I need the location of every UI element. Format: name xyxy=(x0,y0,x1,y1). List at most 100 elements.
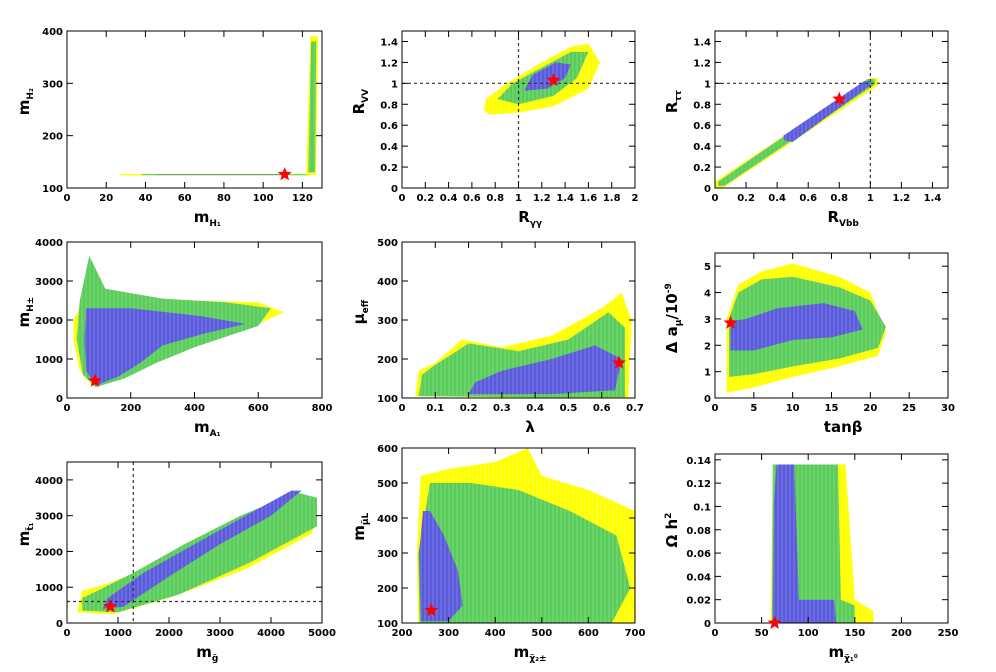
x-tick-label: 1.8 xyxy=(603,193,621,204)
region-blue xyxy=(102,490,302,609)
y-tick-label: 400 xyxy=(42,27,63,38)
x-tick-label: 0 xyxy=(64,193,71,204)
y-tick-label: 0.6 xyxy=(693,121,711,132)
x-tick-label: 80 xyxy=(217,193,231,204)
x-tick-label: 100 xyxy=(253,193,274,204)
panel-p4: 0 200 400 600 800 0 1000 2000 3000 4000 mA₁ mH± xyxy=(15,238,332,439)
y-tick-label: 200 xyxy=(377,355,398,366)
y-tick-label: 2000 xyxy=(35,547,63,558)
y-axis-subscript: H± xyxy=(26,297,36,312)
x-tick-label: 20 xyxy=(863,403,877,414)
plot-area xyxy=(404,242,634,398)
x-axis-subscript: χ̃₁⁰ xyxy=(844,653,858,664)
x-tick-label: 1.4 xyxy=(924,193,942,204)
panel-p9: 0 50 100 150 200 250 0 0.02 0.04 0.06 0.08 0.1 0.12 0… xyxy=(663,453,959,664)
y-tick-label: 100 xyxy=(377,619,398,630)
plot-frame xyxy=(66,30,323,189)
y-tick-label: 2 xyxy=(704,341,711,352)
y-tick-label: 1.2 xyxy=(693,58,711,69)
x-tick-label: 1.6 xyxy=(580,193,598,204)
y-tick-label: 0.02 xyxy=(686,596,711,607)
x-tick-label: 0 xyxy=(64,403,71,414)
y-tick-label: 0.8 xyxy=(380,100,398,111)
y-tick-label: 4 xyxy=(704,289,711,300)
plot-area xyxy=(404,31,634,188)
x-tick-label: 40 xyxy=(139,193,153,204)
y-axis-label: mt̃₁ xyxy=(15,522,36,546)
x-tick-label: 25 xyxy=(902,403,916,414)
x-tick-label: 0.2 xyxy=(460,403,478,414)
y-axis-superscript: 2 xyxy=(664,513,674,519)
y-tick-label: 200 xyxy=(42,132,63,143)
panel-p3: 0 0.2 0.4 0.6 0.8 1 1.2 1.4 0 0.2 0.4 0.6 0.8 1 1.2 1.4… xyxy=(663,30,949,229)
y-tick-label: 3000 xyxy=(35,277,63,288)
plot-area xyxy=(69,462,319,623)
x-tick-label: 0.4 xyxy=(440,193,458,204)
y-tick-label: 300 xyxy=(377,549,398,560)
y-tick-label: 0.14 xyxy=(686,456,711,467)
y-tick-label: 500 xyxy=(377,479,398,490)
y-axis-label: Δ aμ/10-9 xyxy=(663,283,684,353)
x-axis-subscript: χ̃₂± xyxy=(529,653,546,664)
x-axis-subscript: g̃ xyxy=(212,653,218,664)
x-tick-label: 0.6 xyxy=(463,193,481,204)
x-tick-label: 0.2 xyxy=(416,193,434,204)
y-axis-label: μeff xyxy=(350,299,371,324)
y-axis-subscript: t̃₁ xyxy=(24,522,36,530)
y-axis-label: mH± xyxy=(15,297,36,328)
region-blue xyxy=(84,308,246,386)
x-axis-label: mg̃ xyxy=(196,643,218,664)
x-tick-label: 5 xyxy=(750,403,757,414)
panel-p7: 0 1000 2000 3000 4000 5000 0 1000 2000 3000 4000 mg… xyxy=(15,461,336,664)
x-tick-label: 0 xyxy=(712,193,719,204)
best-point-star xyxy=(832,91,847,106)
x-tick-label: 0.8 xyxy=(830,193,848,204)
x-tick-label: 0 xyxy=(64,628,71,639)
x-axis-label: mχ̃₂± xyxy=(514,643,547,664)
panel-p1: 0 20 40 60 80 100 120 100 200 300 400 mH₁ mH₂ xyxy=(15,27,323,229)
x-tick-label: 150 xyxy=(844,628,865,639)
y-tick-label: 0.1 xyxy=(693,502,711,513)
x-tick-label: 0.4 xyxy=(526,403,544,414)
x-tick-label: 2000 xyxy=(155,628,183,639)
y-tick-label: 1.4 xyxy=(693,37,711,48)
y-axis-suffix: /10 xyxy=(663,293,681,319)
panel-p2: 0 0.2 0.4 0.6 0.8 1 1.2 1.4 1.6 1.8 2 0 0.2 0.4 0.6 0.8… xyxy=(350,30,639,229)
y-axis-label: mH₂ xyxy=(15,88,36,115)
y-tick-label: 300 xyxy=(42,79,63,90)
x-tick-label: 0.5 xyxy=(560,403,578,414)
x-tick-label: 600 xyxy=(578,628,599,639)
best-point-star xyxy=(611,355,626,369)
x-tick-label: 0.2 xyxy=(737,193,755,204)
y-tick-label: 4000 xyxy=(35,476,63,487)
panel-p6: 0 5 10 15 20 25 30 0 1 2 3 4 5 tanβ Δ aμ/10-9 xyxy=(663,252,955,436)
x-tick-label: 10 xyxy=(786,403,800,414)
x-tick-label: 0.7 xyxy=(626,403,644,414)
y-tick-label: 0.2 xyxy=(693,163,711,174)
x-tick-label: 250 xyxy=(938,628,959,639)
y-tick-label: 0.08 xyxy=(686,526,711,537)
y-tick-label: 1.4 xyxy=(380,37,398,48)
region-blue xyxy=(783,81,871,142)
y-axis-superscript: -9 xyxy=(664,283,674,293)
x-tick-label: 0.6 xyxy=(799,193,817,204)
y-axis-subscript: ττ xyxy=(674,90,684,102)
x-tick-label: 100 xyxy=(798,628,819,639)
x-tick-label: 0.8 xyxy=(486,193,504,204)
x-tick-label: 400 xyxy=(485,628,506,639)
y-axis-subscript: eff xyxy=(361,299,371,313)
region-blue xyxy=(730,303,863,351)
x-axis-subscript: A₁ xyxy=(210,429,221,439)
y-axis-subscript: μ xyxy=(674,319,684,326)
x-tick-label: 200 xyxy=(120,403,141,414)
x-axis-label: mA₁ xyxy=(194,418,221,439)
y-tick-label: 1 xyxy=(704,79,711,90)
best-point-star xyxy=(767,615,782,630)
x-tick-label: 200 xyxy=(891,628,912,639)
best-point-star xyxy=(87,373,103,387)
x-tick-label: 0 xyxy=(399,403,406,414)
y-tick-label: 1 xyxy=(704,368,711,379)
y-tick-label: 0 xyxy=(56,394,63,405)
x-tick-label: 200 xyxy=(392,628,413,639)
